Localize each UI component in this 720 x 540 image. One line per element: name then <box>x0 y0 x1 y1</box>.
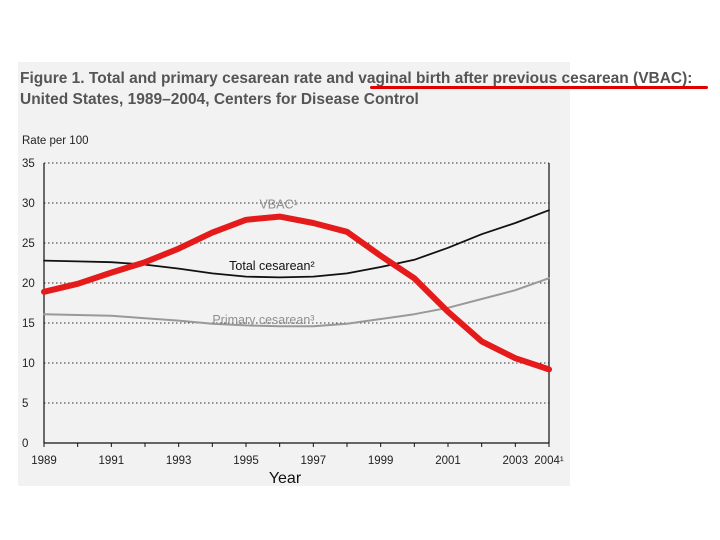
y-tick-label-0: 0 <box>22 438 28 450</box>
x-tick-label-1999: 1999 <box>368 455 394 467</box>
y-axis-label: Rate per 100 <box>22 135 89 147</box>
series-annotation-0: VBAC¹ <box>259 198 297 212</box>
y-tick-label-20: 20 <box>22 278 35 290</box>
series-line-vbac <box>41 213 552 373</box>
y-tick-label-30: 30 <box>22 198 35 210</box>
y-tick-label-35: 35 <box>22 158 35 170</box>
figure-title-line-1: Figure 1. Total and primary cesarean rat… <box>20 70 693 87</box>
x-tick-label-1989: 1989 <box>31 455 57 467</box>
red-underline-annotation <box>370 86 708 89</box>
series-annotation-1: Total cesarean² <box>229 259 314 273</box>
y-ticks: 0 5 10 15 20 25 30 35 <box>22 158 35 450</box>
figure-title: Figure 1. Total and primary cesarean rat… <box>20 68 720 110</box>
series-line-primary-cesarean <box>43 277 550 328</box>
figure-title-line-2: United States, 1989–2004, Centers for Di… <box>20 91 419 108</box>
series-annotation-2: Primary cesarean³ <box>212 313 314 327</box>
series-line-total-cesarean <box>43 209 550 279</box>
x-tick-label-1997: 1997 <box>301 455 327 467</box>
x-tick-label-2001: 2001 <box>435 455 461 467</box>
x-tick-label-2003: 2003 <box>503 455 529 467</box>
y-tick-label-5: 5 <box>22 398 28 410</box>
x-tick-label-2004: 2004¹ <box>534 455 564 467</box>
y-tick-label-10: 10 <box>22 358 35 370</box>
x-ticks: 1989 1991 1993 1995 1997 1999 2001 2003 2004¹ <box>31 443 564 467</box>
x-tick-label-1995: 1995 <box>233 455 259 467</box>
x-tick-label-1991: 1991 <box>99 455 125 467</box>
series-lines <box>41 209 552 373</box>
x-axis-label: Year <box>269 470 302 487</box>
series-annotations: VBAC¹ Total cesarean² Primary cesarean³ <box>212 198 314 327</box>
x-tick-label-1993: 1993 <box>166 455 192 467</box>
y-tick-label-15: 15 <box>22 318 35 330</box>
y-tick-label-25: 25 <box>22 238 35 250</box>
gridlines <box>44 162 549 404</box>
